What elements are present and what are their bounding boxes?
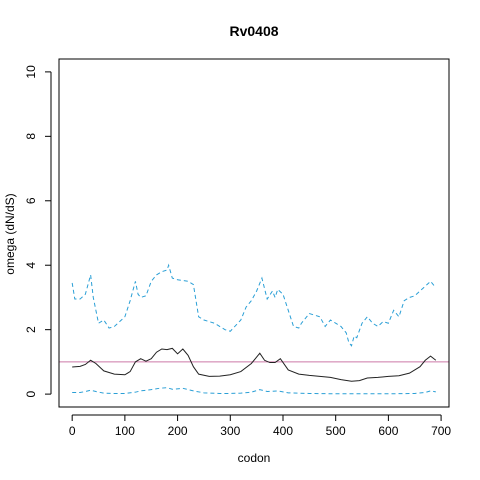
x-tick-label: 600 <box>378 424 398 438</box>
plot-area <box>59 263 449 395</box>
series-line-3 <box>72 387 436 395</box>
plot-frame <box>58 58 450 408</box>
y-tick-label: 4 <box>24 262 38 269</box>
y-tick-label: 2 <box>24 326 38 333</box>
x-tick-label: 300 <box>220 424 240 438</box>
y-tick-label: 0 <box>24 390 38 397</box>
x-tick-label: 200 <box>168 424 188 438</box>
axes: 0 100 200 300 400 500 600 700 0 2 4 6 8 10 <box>24 65 451 438</box>
y-axis-label: omega (dN/dS) <box>3 193 17 274</box>
x-tick-label: 700 <box>431 424 451 438</box>
chart-title: Rv0408 <box>229 23 278 39</box>
series-line-1 <box>72 347 437 382</box>
x-tick-label: 400 <box>273 424 293 438</box>
x-tick-label: 500 <box>326 424 346 438</box>
x-axis-label: codon <box>238 451 271 465</box>
x-tick-label: 100 <box>115 424 135 438</box>
series-line-2 <box>71 263 437 347</box>
y-tick-label: 6 <box>24 197 38 204</box>
x-tick-label: 0 <box>69 424 76 438</box>
y-tick-label: 10 <box>24 65 38 79</box>
y-tick-label: 8 <box>24 133 38 140</box>
